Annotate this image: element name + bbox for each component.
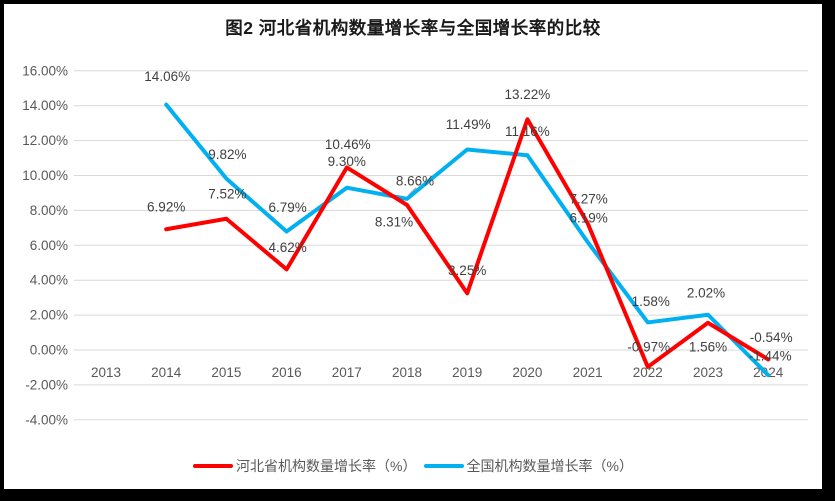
x-tick-label: 2023 bbox=[693, 365, 723, 380]
data-label-national: -1.44% bbox=[749, 349, 792, 364]
y-tick-label: 4.00% bbox=[30, 273, 68, 288]
data-label-hebei: 13.22% bbox=[505, 87, 551, 102]
y-tick-label: -4.00% bbox=[25, 412, 68, 427]
x-tick-label: 2019 bbox=[452, 365, 482, 380]
series-line-hebei[interactable] bbox=[164, 117, 771, 369]
legend-label-hebei: 河北省机构数量增长率（%） bbox=[236, 458, 417, 474]
y-tick-label: 2.00% bbox=[30, 308, 68, 323]
legend-swatch-national-icon bbox=[423, 463, 464, 469]
y-tick-label: 16.00% bbox=[22, 63, 68, 78]
data-label-hebei: 4.62% bbox=[268, 240, 306, 255]
legend-item-hebei[interactable]: 河北省机构数量增长率（%） bbox=[193, 456, 417, 476]
y-tick-label: 14.00% bbox=[22, 98, 68, 113]
legend-swatch-hebei-icon bbox=[193, 463, 234, 469]
x-tick-label: 2022 bbox=[633, 365, 663, 380]
data-label-national: 1.58% bbox=[632, 294, 670, 309]
y-tick-label: 8.00% bbox=[30, 203, 68, 218]
x-tick-label: 2021 bbox=[573, 365, 603, 380]
x-tick-label: 2014 bbox=[151, 365, 182, 380]
data-label-hebei: 1.56% bbox=[689, 339, 727, 354]
data-label-hebei: 7.27% bbox=[569, 192, 607, 207]
data-label-hebei: 8.31% bbox=[375, 214, 413, 229]
x-tick-label: 2016 bbox=[272, 365, 302, 380]
y-tick-label: 10.00% bbox=[22, 168, 68, 183]
y-tick-label: 6.00% bbox=[30, 238, 68, 253]
chart-title: 图2 河北省机构数量增长率与全国增长率的比较 bbox=[225, 18, 601, 38]
x-tick-label: 2017 bbox=[332, 365, 362, 380]
data-label-national: 8.66% bbox=[396, 173, 434, 188]
series-line-national[interactable] bbox=[164, 102, 771, 378]
legend-item-national[interactable]: 全国机构数量增长率（%） bbox=[423, 456, 633, 476]
data-label-hebei: 7.52% bbox=[208, 186, 246, 201]
y-tick-label: -2.00% bbox=[25, 377, 68, 392]
data-label-national: 9.30% bbox=[328, 154, 366, 169]
x-tick-label: 2018 bbox=[392, 365, 422, 380]
data-label-hebei: 3.25% bbox=[448, 263, 486, 278]
plot-area: 16.00% 14.00% 12.00% 10.00% 8.00% 6.00% 4.00% 2… bbox=[22, 63, 808, 427]
data-label-hebei: 10.46% bbox=[325, 137, 371, 152]
data-label-national: 14.06% bbox=[144, 69, 190, 84]
data-label-national: 2.02% bbox=[687, 285, 725, 300]
data-label-national: 11.16% bbox=[505, 124, 550, 139]
gridlines bbox=[74, 70, 808, 421]
x-tick-label: 2013 bbox=[91, 365, 121, 380]
x-tick-label: 2020 bbox=[512, 365, 542, 380]
legend-label-national: 全国机构数量增长率（%） bbox=[466, 458, 633, 474]
y-tick-label: 0.00% bbox=[30, 343, 68, 358]
data-labels: 14.06% 9.82% 6.79% 9.30% 8.66% 11.49% 11.16% 6.… bbox=[144, 69, 792, 363]
data-label-national: 11.49% bbox=[446, 117, 491, 132]
x-tick-label: 2015 bbox=[211, 365, 241, 380]
y-axis-tick-labels: 16.00% 14.00% 12.00% 10.00% 8.00% 6.00% 4.00% 2… bbox=[22, 63, 68, 427]
data-label-national: 6.19% bbox=[569, 210, 607, 225]
data-label-hebei: 6.92% bbox=[147, 200, 185, 215]
data-label-hebei: -0.54% bbox=[750, 330, 793, 345]
y-tick-label: 12.00% bbox=[22, 133, 68, 148]
legend: 河北省机构数量增长率（%） 全国机构数量增长率（%） bbox=[4, 456, 822, 476]
data-label-national: 9.82% bbox=[208, 147, 246, 162]
data-label-hebei: -0.97% bbox=[627, 339, 670, 354]
data-label-national: 6.79% bbox=[268, 200, 306, 215]
x-axis-tick-labels: 2013 2014 2015 2016 2017 2018 2019 2020 2021 2022… bbox=[91, 365, 784, 380]
